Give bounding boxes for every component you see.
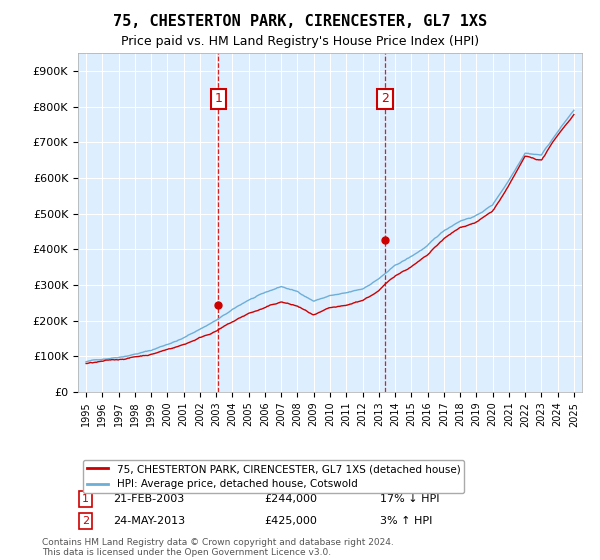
- Text: £425,000: £425,000: [265, 516, 317, 526]
- Text: Contains HM Land Registry data © Crown copyright and database right 2024.
This d: Contains HM Land Registry data © Crown c…: [42, 538, 394, 557]
- Text: £244,000: £244,000: [265, 494, 317, 504]
- Text: 17% ↓ HPI: 17% ↓ HPI: [380, 494, 440, 504]
- Text: Price paid vs. HM Land Registry's House Price Index (HPI): Price paid vs. HM Land Registry's House …: [121, 35, 479, 48]
- Text: 1: 1: [214, 92, 222, 105]
- Text: 2: 2: [381, 92, 389, 105]
- Text: 1: 1: [82, 494, 89, 504]
- Text: 3% ↑ HPI: 3% ↑ HPI: [380, 516, 433, 526]
- Text: 75, CHESTERTON PARK, CIRENCESTER, GL7 1XS: 75, CHESTERTON PARK, CIRENCESTER, GL7 1X…: [113, 14, 487, 29]
- Text: 2: 2: [82, 516, 89, 526]
- Text: 21-FEB-2003: 21-FEB-2003: [113, 494, 185, 504]
- Legend: 75, CHESTERTON PARK, CIRENCESTER, GL7 1XS (detached house), HPI: Average price, : 75, CHESTERTON PARK, CIRENCESTER, GL7 1X…: [83, 460, 464, 493]
- Text: 24-MAY-2013: 24-MAY-2013: [113, 516, 185, 526]
